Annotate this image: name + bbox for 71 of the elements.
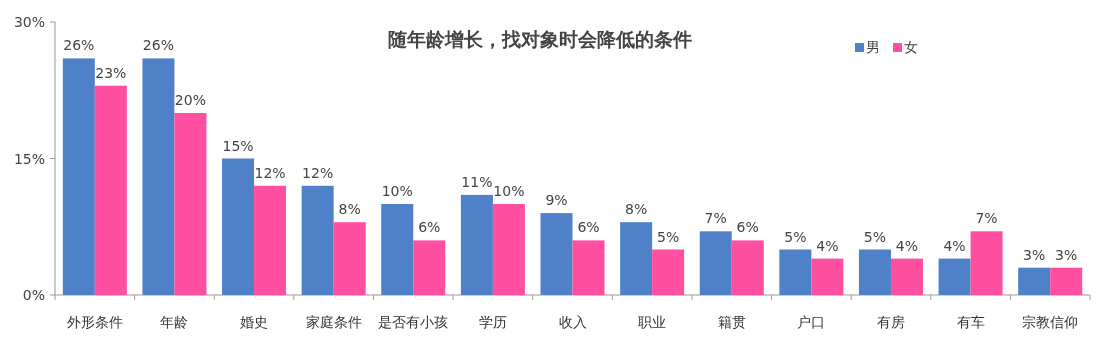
data-label: 4% [895, 237, 919, 254]
bar [652, 249, 685, 295]
bar [222, 158, 255, 295]
bar [779, 249, 812, 295]
data-label: 7% [975, 210, 998, 227]
data-label: 9% [545, 192, 568, 209]
data-label: 5% [657, 228, 680, 245]
legend-label: 男 [866, 39, 880, 55]
bar [460, 194, 493, 295]
bar [1018, 267, 1051, 295]
x-tick-label: 籍贯 [717, 314, 746, 330]
bar [699, 231, 732, 295]
data-label: 12% [302, 164, 334, 181]
data-label: 10% [493, 183, 525, 199]
x-tick-label: 年龄 [160, 314, 189, 330]
bar [620, 222, 653, 295]
bar [333, 222, 366, 295]
data-label: 8% [625, 201, 648, 218]
bar [254, 185, 287, 295]
bar [890, 258, 923, 295]
y-tick-label: 30% [13, 14, 45, 30]
data-label: 5% [863, 228, 887, 245]
data-label: 5% [784, 228, 807, 245]
bar [1050, 267, 1083, 295]
x-tick-label: 职业 [638, 314, 667, 330]
bar [540, 213, 573, 295]
bar [94, 85, 127, 295]
x-tick-label: 婚史 [240, 314, 269, 330]
bar [413, 240, 446, 295]
bar [572, 240, 605, 295]
data-label: 23% [95, 64, 127, 81]
x-tick-label: 是否有小孩 [378, 314, 449, 330]
data-label: 26% [63, 37, 95, 54]
bar [970, 231, 1003, 295]
data-label: 26% [142, 37, 174, 54]
data-label: 15% [222, 137, 254, 154]
bar [301, 185, 334, 295]
data-label: 4% [816, 237, 839, 254]
data-label: 10% [381, 183, 413, 199]
bar [62, 58, 95, 295]
data-label: 8% [338, 201, 361, 218]
x-tick-label: 有房 [876, 314, 905, 330]
bar [731, 240, 764, 295]
data-label: 6% [736, 219, 759, 236]
chart-title: 随年龄增长，找对象时会降低的条件 [388, 28, 692, 50]
x-tick-label: 外形条件 [66, 314, 123, 330]
data-label: 11% [461, 173, 493, 190]
legend-label: 女 [904, 39, 918, 55]
bar [811, 258, 844, 295]
x-tick-label: 宗教信仰 [1022, 314, 1079, 330]
data-label: 6% [418, 219, 441, 236]
bar [174, 113, 207, 295]
y-tick-label: 15% [13, 150, 45, 167]
bar [938, 258, 971, 295]
x-tick-label: 学历 [478, 314, 507, 330]
data-label: 7% [704, 210, 727, 227]
x-tick-label: 家庭条件 [305, 314, 362, 330]
data-label: 3% [1023, 246, 1046, 263]
bar [381, 204, 414, 295]
bar [492, 204, 525, 295]
x-tick-label: 户口 [797, 314, 826, 330]
x-tick-label: 收入 [558, 314, 587, 330]
bar [142, 58, 175, 295]
data-label: 4% [943, 237, 966, 254]
data-label: 6% [577, 219, 600, 236]
data-label: 20% [174, 92, 206, 108]
data-label: 12% [254, 164, 286, 181]
x-tick-label: 有车 [956, 314, 985, 330]
data-label: 3% [1055, 246, 1078, 263]
y-tick-label: 0% [22, 287, 45, 303]
bar [858, 249, 891, 295]
